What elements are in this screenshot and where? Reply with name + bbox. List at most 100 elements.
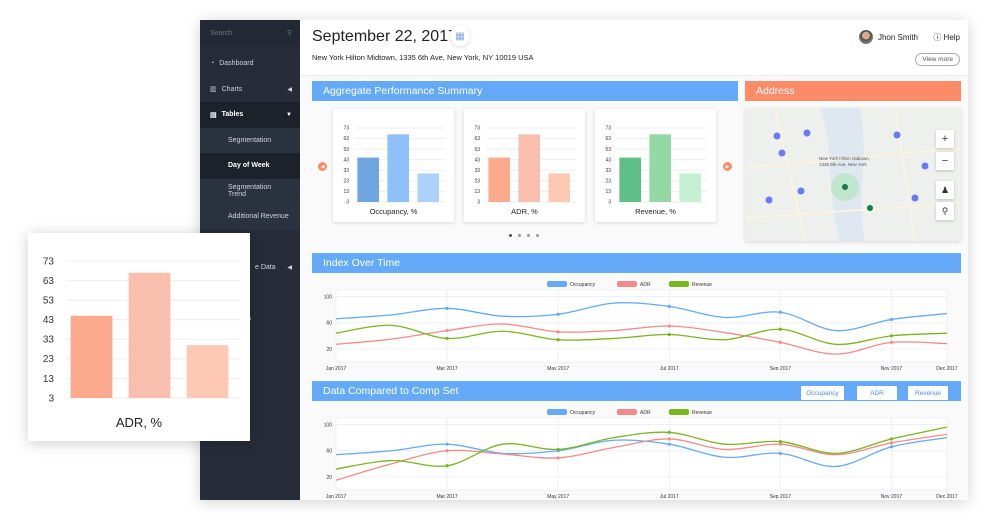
card-caption: ADR, %	[511, 207, 538, 216]
location-pin-icon[interactable]: ⚲	[936, 202, 954, 220]
aggregate-header: Aggregate Performance Summary	[312, 81, 738, 101]
revenue-button[interactable]: Revenue	[908, 386, 948, 400]
carousel-prev-button[interactable]: ◀	[318, 162, 327, 171]
data-point	[667, 332, 671, 337]
carousel-next-button[interactable]: ▶	[723, 162, 732, 171]
occupancy-button[interactable]: Occupancy	[801, 386, 844, 400]
sidebar-item-label: Charts	[221, 85, 243, 93]
series-line-revenue	[335, 426, 948, 470]
y-tick-label: 3	[48, 393, 54, 404]
data-point	[778, 451, 782, 455]
x-tick-label: Jan 2017	[326, 366, 347, 370]
legend-swatch	[547, 409, 567, 415]
avatar	[858, 30, 873, 44]
chevron-left-icon: ◀	[287, 265, 292, 272]
hotel-marker[interactable]	[842, 184, 848, 190]
y-tick-label: 13	[605, 189, 611, 195]
data-point	[667, 430, 671, 434]
y-tick-label: 23	[43, 354, 55, 365]
legend-swatch	[617, 409, 637, 415]
y-tick-label: 20	[326, 347, 332, 353]
user-menu[interactable]: Jhon Smith	[858, 30, 918, 44]
series-line-occupancy	[335, 436, 948, 468]
y-tick-label: 3	[477, 200, 480, 204]
carousel-dot[interactable]	[518, 234, 521, 237]
sidebar-item-data[interactable]: e Data ◀	[200, 255, 300, 281]
y-tick-label: 33	[605, 168, 611, 174]
adr-button[interactable]: ADR	[857, 386, 897, 400]
carousel-dot[interactable]	[509, 234, 512, 237]
sidebar-subitem-day-of-week[interactable]: Day of Week	[200, 153, 300, 179]
index-header: Index Over Time	[312, 253, 961, 273]
sidebar-item-label: Segmentation	[228, 136, 272, 144]
legend-swatch	[669, 409, 689, 415]
comp-header: Data Compared to Comp Set Occupancy ADR …	[312, 381, 961, 401]
bar	[488, 157, 510, 202]
x-tick-label: May 2017	[547, 366, 569, 370]
map[interactable]: New York Hilton Midtown, 1335 6th Ave, N…	[745, 108, 961, 241]
sidebar-item-label: Dashboard	[219, 60, 254, 68]
y-tick-label: 13	[343, 189, 349, 195]
legend-label: Revenue	[692, 410, 712, 416]
y-tick-label: 13	[474, 189, 480, 195]
occupancy-card: 73 63 53 43 33 23 13 3 Occupancy, %	[333, 109, 454, 222]
help-link[interactable]: ⓘ Help	[933, 32, 960, 43]
adr-bar-chart: 73 63 53 43 33 23 13 3	[474, 126, 576, 206]
y-tick-label: 43	[605, 157, 611, 163]
y-tick-label: 63	[43, 276, 55, 287]
card-caption: ADR, %	[115, 415, 163, 430]
y-tick-label: 33	[474, 168, 480, 174]
x-tick-label: Sep 2017	[770, 366, 792, 370]
series-line-revenue	[335, 324, 948, 346]
y-tick-label: 3	[608, 200, 611, 204]
y-tick-label: 23	[605, 179, 611, 185]
sidebar-item-label: Day of Week	[228, 162, 270, 170]
legend-swatch	[669, 281, 689, 287]
data-point	[889, 441, 894, 445]
zoom-in-button[interactable]: +	[936, 130, 954, 148]
y-tick-label: 100	[324, 423, 333, 429]
y-tick-label: 13	[43, 374, 55, 385]
x-tick-label: Mar 2017	[437, 494, 458, 500]
y-tick-label: 53	[474, 147, 480, 153]
legend-label: Revenue	[692, 282, 712, 288]
header: September 22, 2017 ▦ New York Hilton Mid…	[300, 20, 968, 76]
table-icon: ▤	[210, 111, 217, 119]
sidebar-subitem-segmentation-trend[interactable]: Segmentation Trend	[200, 178, 300, 204]
help-icon: ⓘ	[933, 33, 942, 42]
sidebar-subitem-segmentation[interactable]: Segmentation	[200, 127, 300, 153]
x-tick-label: Sep 2017	[770, 494, 792, 500]
y-tick-label: 63	[605, 136, 611, 142]
sidebar-item-charts[interactable]: ▥ Charts ◀	[200, 77, 300, 103]
map-markers	[765, 129, 929, 204]
y-tick-label: 73	[343, 126, 349, 132]
dashboard-icon: ◔	[210, 60, 215, 68]
carousel-dot[interactable]	[527, 234, 530, 237]
data-point	[445, 442, 449, 446]
view-more-button[interactable]: View more	[915, 53, 960, 66]
location-marker[interactable]	[867, 205, 873, 211]
address-header: Address	[745, 81, 961, 101]
data-point	[667, 304, 671, 308]
sidebar-subitem-additional-revenue[interactable]: Additional Revenue	[200, 204, 300, 230]
search-input[interactable]: Search ⚲	[200, 20, 300, 46]
sidebar-item-tables[interactable]: ▤ Tables ▼	[200, 102, 300, 128]
x-tick-label: Mar 2017	[437, 366, 458, 370]
y-tick-label: 60	[326, 449, 332, 455]
sidebar: Search ⚲ ◔ Dashboard ▥ Charts ◀ ▤ Tables ▼ Seg…	[200, 20, 300, 500]
y-tick-label: 63	[474, 136, 480, 142]
data-point	[445, 464, 449, 468]
series-line-occupancy	[335, 302, 948, 332]
main-content: September 22, 2017 ▦ New York Hilton Mid…	[300, 20, 968, 500]
x-tick-label: Nov 2017	[881, 494, 903, 500]
sidebar-item-dashboard[interactable]: ◔ Dashboard	[200, 51, 300, 77]
carousel-dot[interactable]	[536, 234, 539, 237]
bar	[357, 157, 379, 202]
legend-label: Occupancy	[570, 282, 596, 288]
map-label-2: 1335 6th Ave, New York	[819, 162, 867, 167]
data-point	[667, 442, 671, 446]
zoom-out-button[interactable]: −	[936, 152, 954, 170]
street-view-icon[interactable]: ♟	[936, 181, 954, 199]
bar	[387, 134, 409, 202]
calendar-icon[interactable]: ▦	[450, 26, 470, 46]
